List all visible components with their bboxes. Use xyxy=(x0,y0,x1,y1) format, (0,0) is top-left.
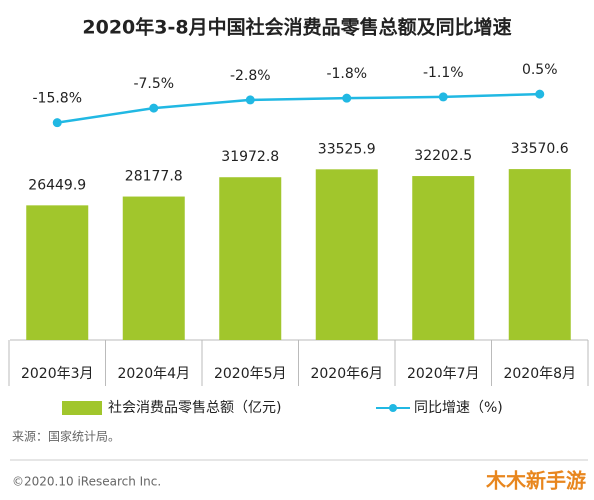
line-point xyxy=(438,92,448,102)
x-tick-label: 2020年4月 xyxy=(117,366,190,382)
x-tick-label: 2020年6月 xyxy=(310,366,383,382)
data-label: 33570.6 xyxy=(511,141,569,157)
source: 来源：国家统计局。 xyxy=(12,429,120,444)
line xyxy=(57,92,540,124)
legend-label: 社会消费品零售总额（亿元) xyxy=(108,400,281,416)
bar xyxy=(26,205,89,340)
line-point xyxy=(52,118,62,128)
bar xyxy=(122,196,185,340)
legend-swatch-bar xyxy=(62,401,102,415)
legend-label: 同比增速（%) xyxy=(414,400,503,416)
bar xyxy=(219,177,282,340)
data-label: 31972.8 xyxy=(221,149,279,165)
data-label: -15.8% xyxy=(32,91,82,107)
legend-swatch-dot xyxy=(389,404,397,412)
chart-title: 2020年3-8月中国社会消费品零售总额及同比增速 xyxy=(82,16,511,39)
data-label: 32202.5 xyxy=(414,148,472,164)
data-label: -2.8% xyxy=(230,68,271,84)
data-label: -1.8% xyxy=(326,66,367,82)
bar xyxy=(412,176,475,340)
data-label: -7.5% xyxy=(133,76,174,92)
line-point xyxy=(149,103,159,113)
data-label: 33525.9 xyxy=(318,141,376,157)
x-tick-label: 2020年8月 xyxy=(503,366,576,382)
x-tick-label: 2020年7月 xyxy=(407,366,480,382)
bar xyxy=(508,169,571,340)
x-tick-label: 2020年3月 xyxy=(21,366,94,382)
data-label: -1.1% xyxy=(423,65,464,81)
line-point xyxy=(342,93,352,103)
x-tick-label: 2020年5月 xyxy=(214,366,287,382)
data-label: 26449.9 xyxy=(28,177,86,193)
data-label: 0.5% xyxy=(522,62,558,78)
bar xyxy=(315,169,378,340)
data-label: 28177.8 xyxy=(125,169,183,185)
footer: ©2020.10 iResearch Inc. xyxy=(12,475,161,489)
line-point xyxy=(535,89,545,99)
watermark: 木木新手游 xyxy=(485,469,586,493)
line-point xyxy=(245,95,255,105)
